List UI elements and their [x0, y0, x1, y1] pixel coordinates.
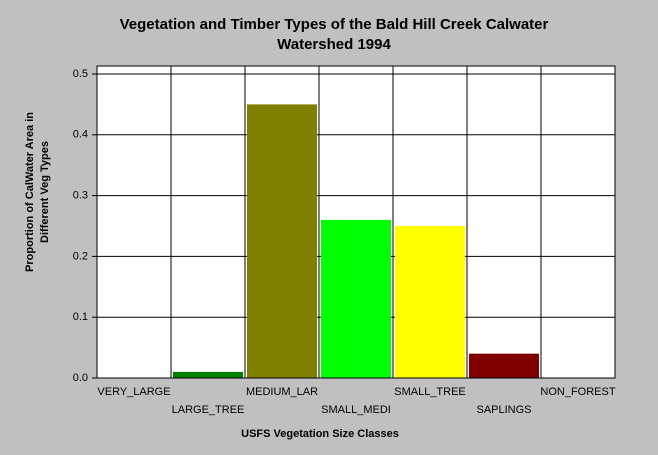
y-tick-label: 0.1 — [73, 311, 88, 323]
y-tick-label: 0.5 — [73, 68, 88, 80]
y-tick-label: 0.4 — [73, 129, 88, 141]
x-tick-label: SMALL_TREE — [394, 386, 466, 398]
x-tick-label: SAPLINGS — [476, 404, 531, 416]
x-tick-label: LARGE_TREE — [172, 404, 245, 416]
bar — [321, 219, 391, 378]
y-tick-label: 0.0 — [73, 372, 88, 384]
chart-title: Vegetation and Timber Types of the Bald … — [120, 16, 549, 33]
bar — [395, 226, 465, 378]
x-tick-label: MEDIUM_LAR — [246, 386, 318, 398]
bar — [173, 371, 243, 378]
y-tick-label: 0.2 — [73, 250, 88, 262]
x-tick-label: NON_FOREST — [540, 386, 615, 398]
x-axis-label: USFS Vegetation Size Classes — [241, 428, 399, 440]
x-tick-label: SMALL_MEDI — [321, 404, 391, 416]
y-tick-label: 0.3 — [73, 190, 88, 202]
bar — [247, 104, 317, 379]
y-axis-label: Proportion of CalWater Area in — [24, 112, 36, 272]
x-tick-label: VERY_LARGE — [97, 386, 170, 398]
plot-border — [96, 65, 616, 379]
y-axis-label: Different Veg Types — [39, 141, 51, 243]
bar — [469, 353, 539, 378]
chart-subtitle: Watershed 1994 — [277, 36, 391, 53]
